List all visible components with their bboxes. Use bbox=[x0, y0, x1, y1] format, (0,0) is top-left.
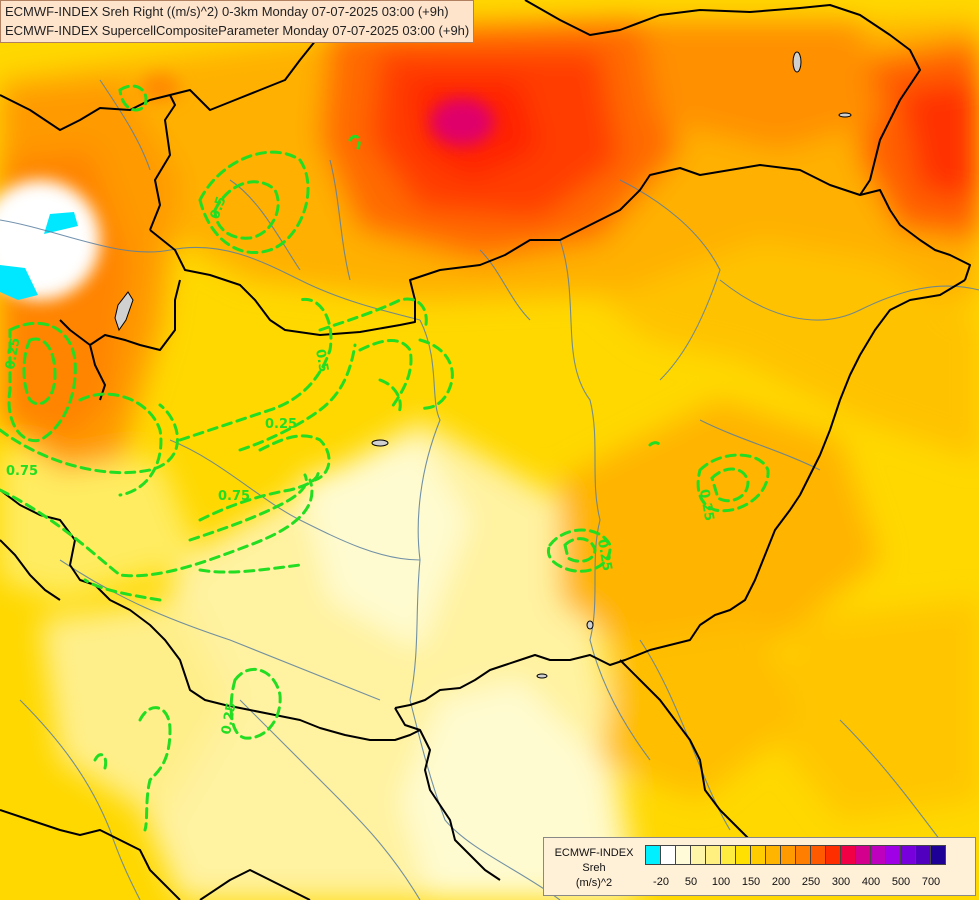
legend-swatch bbox=[855, 845, 871, 865]
legend-variable: Sreh bbox=[582, 862, 606, 874]
contour-label: 0.25 bbox=[3, 336, 23, 370]
legend-swatch bbox=[840, 845, 856, 865]
negative-sreh-patch bbox=[0, 212, 78, 300]
legend-tick-label: -20 bbox=[653, 876, 669, 888]
legend-title: ECMWF-INDEX Sreh (m/s)^2 bbox=[544, 846, 644, 891]
legend-tick-label: 150 bbox=[741, 876, 761, 888]
legend-swatch bbox=[825, 845, 841, 865]
contour-label-group: 0.5 0.5 0.25 0.25 0.75 0.75 0.25 0.25 0.… bbox=[3, 195, 716, 736]
contour-label: 0.25 bbox=[265, 417, 297, 432]
contour-label: 0.25 bbox=[696, 488, 716, 522]
legend-swatch bbox=[690, 845, 706, 865]
legend-swatch bbox=[900, 845, 916, 865]
legend-swatches bbox=[645, 845, 946, 865]
contour-label: 0.5 bbox=[312, 348, 331, 373]
legend-swatch bbox=[810, 845, 826, 865]
legend-unit: (m/s)^2 bbox=[575, 877, 613, 889]
legend-swatch bbox=[765, 845, 781, 865]
legend-tick-label: 100 bbox=[711, 876, 731, 888]
legend-tick-label: 400 bbox=[861, 876, 881, 888]
legend-tick-label: 300 bbox=[831, 876, 851, 888]
legend-tick-label: 250 bbox=[801, 876, 821, 888]
contour-label: 0.5 bbox=[208, 195, 230, 222]
legend-swatch bbox=[660, 845, 676, 865]
legend-model: ECMWF-INDEX bbox=[554, 847, 634, 859]
legend-swatch bbox=[930, 845, 946, 865]
legend-swatch bbox=[735, 845, 751, 865]
contour-label: 0.25 bbox=[219, 701, 239, 735]
scp-contours bbox=[0, 84, 770, 832]
legend-tick-label: 50 bbox=[684, 876, 698, 888]
color-legend: ECMWF-INDEX Sreh (m/s)^2 -20 50 100 150 200 2… bbox=[543, 837, 976, 896]
contour-label: 0.75 bbox=[6, 464, 38, 479]
legend-swatch bbox=[885, 845, 901, 865]
lakes bbox=[114, 51, 852, 679]
legend-swatch bbox=[750, 845, 766, 865]
legend-swatch bbox=[720, 845, 736, 865]
legend-swatch bbox=[780, 845, 796, 865]
legend-swatch bbox=[705, 845, 721, 865]
contour-label: 0.25 bbox=[594, 538, 614, 572]
rivers bbox=[0, 79, 979, 900]
legend-swatch bbox=[645, 845, 661, 865]
legend-swatch bbox=[915, 845, 931, 865]
title-line-scp: ECMWF-INDEX SupercellCompositeParameter … bbox=[5, 23, 470, 38]
sreh-field bbox=[0, 20, 979, 900]
legend-tick-label: 500 bbox=[891, 876, 911, 888]
legend-swatch bbox=[795, 845, 811, 865]
legend-swatch bbox=[675, 845, 691, 865]
legend-tick-label: 700 bbox=[921, 876, 941, 888]
title-line-sreh: ECMWF-INDEX Sreh Right ((m/s)^2) 0-3km M… bbox=[5, 4, 449, 19]
legend-swatch bbox=[870, 845, 886, 865]
contour-label: 0.75 bbox=[218, 489, 250, 504]
legend-tick-label: 200 bbox=[771, 876, 791, 888]
map-title: ECMWF-INDEX Sreh Right ((m/s)^2) 0-3km M… bbox=[0, 0, 475, 43]
